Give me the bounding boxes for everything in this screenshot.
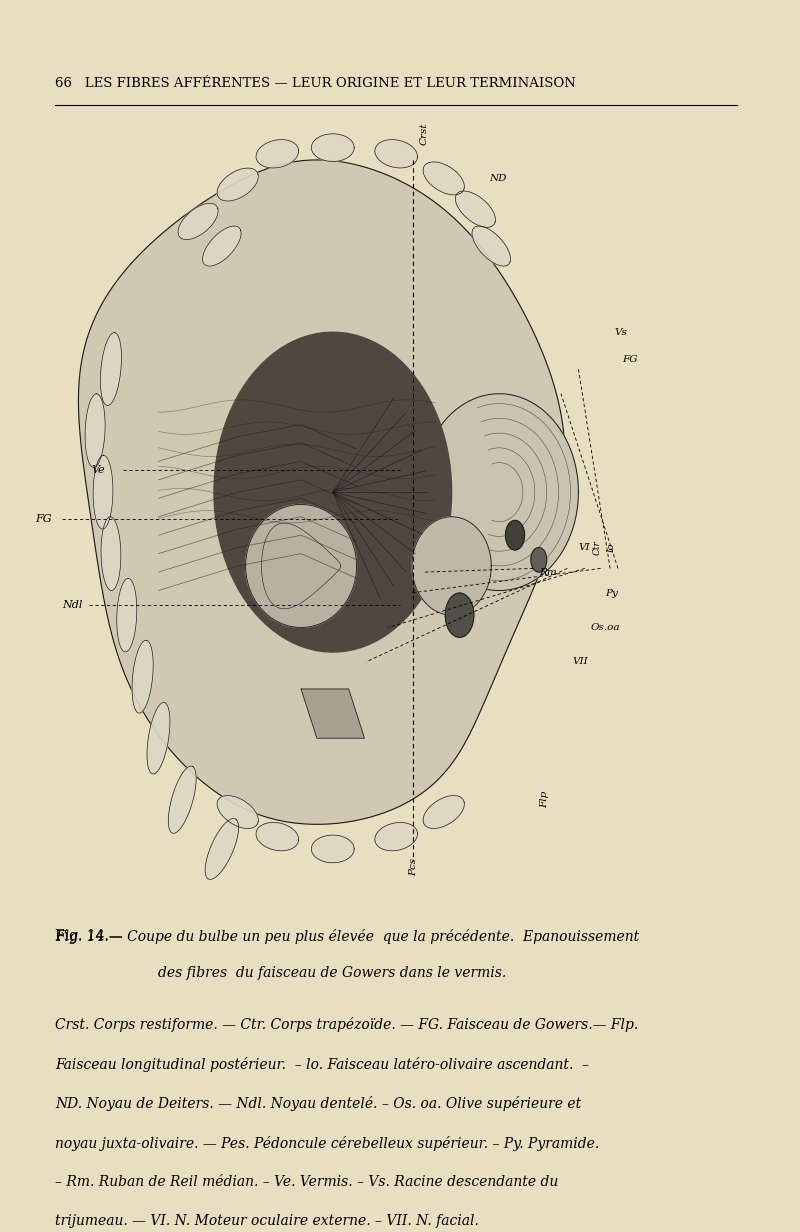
Polygon shape [423, 796, 464, 828]
Polygon shape [93, 456, 113, 529]
Text: Fig. 14.— Coupe du bulbe un peu plus élevée  que la précédente.  Epanouissement: Fig. 14.— Coupe du bulbe un peu plus éle… [55, 929, 640, 944]
Polygon shape [256, 139, 298, 168]
Polygon shape [78, 160, 565, 824]
Text: VI: VI [578, 543, 590, 552]
Polygon shape [423, 161, 464, 195]
Polygon shape [178, 203, 218, 239]
Text: Ve: Ve [91, 464, 105, 476]
Polygon shape [375, 823, 418, 851]
Polygon shape [472, 225, 510, 266]
Text: FG: FG [622, 355, 638, 363]
Polygon shape [311, 835, 354, 862]
Polygon shape [301, 689, 365, 738]
Polygon shape [217, 796, 258, 828]
Polygon shape [217, 168, 258, 201]
Circle shape [446, 593, 474, 637]
Polygon shape [100, 333, 122, 405]
Text: ND. Noyau de Deiters. — Ndl. Noyau dentelé. – Os. oa. Olive supérieure et: ND. Noyau de Deiters. — Ndl. Noyau dente… [55, 1096, 582, 1111]
Polygon shape [214, 333, 452, 652]
Text: Rm: Rm [538, 568, 557, 577]
Polygon shape [246, 504, 357, 627]
Text: lo: lo [606, 542, 615, 552]
Text: Pcs: Pcs [409, 859, 418, 876]
Polygon shape [168, 766, 196, 833]
Polygon shape [202, 225, 241, 266]
Text: Os.oa: Os.oa [590, 623, 620, 632]
Polygon shape [412, 516, 491, 615]
Text: FG: FG [36, 514, 52, 524]
Text: – Rm. Ruban de Reil médian. – Ve. Vermis. – Vs. Racine descendante du: – Rm. Ruban de Reil médian. – Ve. Vermis… [55, 1175, 558, 1189]
Polygon shape [420, 394, 578, 590]
Text: des fibres  du faisceau de Gowers dans le vermis.: des fibres du faisceau de Gowers dans le… [158, 966, 506, 979]
Text: Crst. Corps restiforme. — Ctr. Corps trapézoïde. — FG. Faisceau de Gowers.— Flp.: Crst. Corps restiforme. — Ctr. Corps tra… [55, 1018, 638, 1032]
Polygon shape [101, 516, 121, 590]
Text: Crst: Crst [419, 123, 429, 145]
Polygon shape [455, 191, 495, 228]
Text: Vs: Vs [614, 328, 627, 336]
Text: ND: ND [490, 174, 507, 182]
Text: Faisceau longitudinal postérieur.  – lo. Faisceau latéro-olivaire ascendant.  –: Faisceau longitudinal postérieur. – lo. … [55, 1057, 590, 1072]
Text: Ndl: Ndl [62, 600, 82, 610]
Circle shape [531, 547, 546, 572]
Text: trijumeau. — VI. N. Moteur oculaire externe. – VII. N. facial.: trijumeau. — VI. N. Moteur oculaire exte… [55, 1215, 479, 1228]
Polygon shape [85, 394, 105, 467]
Polygon shape [256, 823, 298, 851]
Text: Py: Py [606, 589, 618, 598]
Text: 66   LES FIBRES AFFÉRENTES — LEUR ORIGINE ET LEUR TERMINAISON: 66 LES FIBRES AFFÉRENTES — LEUR ORIGINE … [55, 76, 576, 90]
Text: Ctr: Ctr [593, 540, 602, 554]
Text: Flp: Flp [541, 791, 550, 808]
Polygon shape [117, 578, 137, 652]
Polygon shape [311, 134, 354, 161]
Polygon shape [205, 818, 238, 880]
Text: VII: VII [573, 658, 589, 667]
Circle shape [506, 520, 525, 549]
Polygon shape [375, 139, 418, 168]
Text: noyau juxta-olivaire. — Pes. Pédoncule cérebelleux supérieur. – Py. Pyramide.: noyau juxta-olivaire. — Pes. Pédoncule c… [55, 1136, 600, 1151]
Text: Fig. 14.—: Fig. 14.— [55, 929, 127, 942]
Polygon shape [132, 641, 153, 713]
Polygon shape [147, 702, 170, 774]
